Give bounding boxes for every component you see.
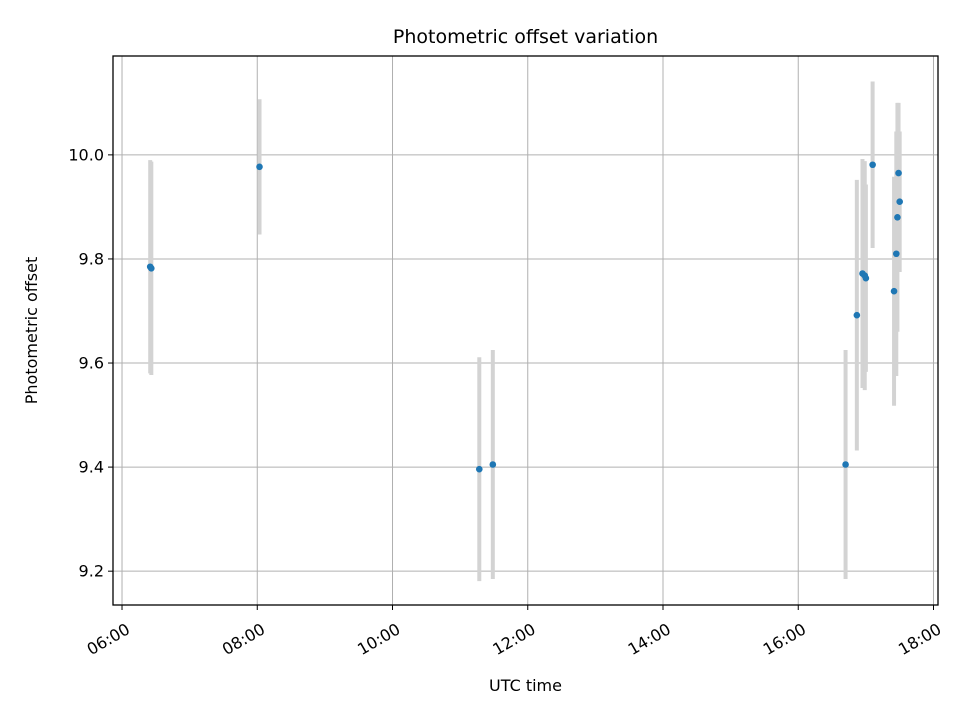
x-tick-label: 12:00 [489,619,538,659]
data-point [489,461,497,468]
data-point [894,214,901,221]
x-tick-label: 16:00 [760,619,809,659]
y-tick-label: 10.0 [68,145,104,164]
x-tick-label: 10:00 [354,619,403,659]
x-tick-label: 06:00 [84,619,133,659]
x-tick-label: 18:00 [895,619,944,659]
data-point [892,250,900,258]
data-point [869,161,876,169]
y-tick-label: 9.6 [79,354,104,373]
data-point [896,198,903,206]
data-point [890,287,898,295]
plot-frame [112,55,939,606]
x-tick-label: 14:00 [625,619,674,659]
y-tick-label: 9.8 [79,249,104,268]
y-axis-label: Photometric offset [22,257,41,405]
data-point [256,163,263,171]
y-tick-label: 9.4 [79,458,104,477]
errorbar-layer [148,81,902,582]
data-point [853,311,861,319]
data-point [842,461,849,468]
data-point [148,265,155,272]
data-point [895,169,902,177]
x-tick-label: 08:00 [219,619,268,659]
x-axis-label: UTC time [489,676,562,695]
data-point [862,274,870,282]
point-layer [146,161,903,473]
tick-layer: 06:00 08:00 10:00 12:00 14:00 16:00 18:00 9.2 9.… [68,145,944,659]
grid-layer [113,56,938,605]
y-tick-label: 9.2 [79,562,104,581]
chart-title: Photometric offset variation [393,26,658,48]
data-point [475,465,483,473]
